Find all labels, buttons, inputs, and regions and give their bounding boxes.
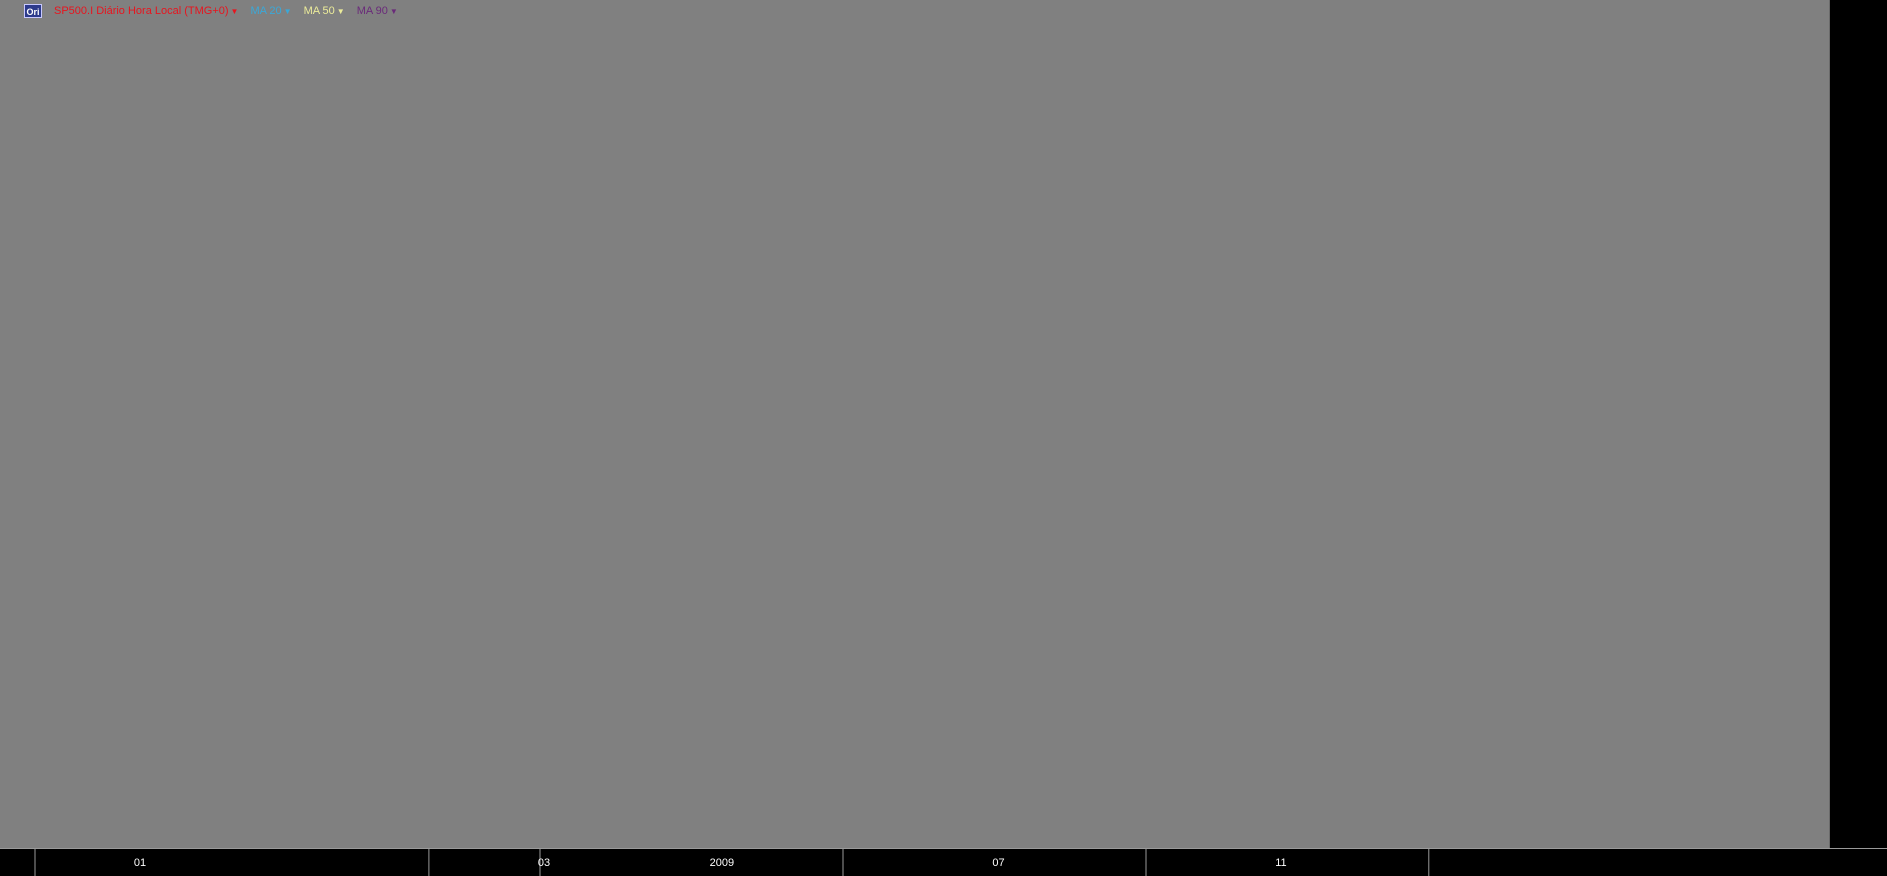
chevron-down-icon[interactable]: ▼ [336,6,345,16]
chevron-down-icon[interactable]: ▼ [389,6,398,16]
date-label: 11 [1275,857,1286,869]
chevron-down-icon[interactable]: ▼ [283,6,292,16]
chart-legend: Ori SP500.I Diário Hora Local (TMG+0) ▼ … [24,3,398,19]
app-logo-icon[interactable]: Ori [24,4,42,18]
chevron-down-icon[interactable]: ▼ [230,6,239,16]
date-label: 03 [538,857,550,869]
price-chart-area[interactable] [0,0,1829,848]
legend-ma20-label: MA 20 [250,5,282,17]
price-axis[interactable] [1829,0,1887,848]
legend-ma50-label: MA 50 [303,5,335,17]
date-axis[interactable] [0,848,1887,876]
date-label: 2009 [710,857,734,869]
legend-ma90-label: MA 90 [356,5,388,17]
date-label: 07 [992,857,1004,869]
legend-ma90[interactable]: MA 90 ▼ [357,5,398,17]
legend-ma50[interactable]: MA 50 ▼ [304,5,345,17]
legend-symbol[interactable]: SP500.I Diário Hora Local (TMG+0) ▼ [54,5,238,17]
legend-symbol-label: SP500.I Diário Hora Local (TMG+0) [54,5,229,17]
date-label: 01 [134,857,146,869]
legend-ma20[interactable]: MA 20 ▼ [250,5,291,17]
